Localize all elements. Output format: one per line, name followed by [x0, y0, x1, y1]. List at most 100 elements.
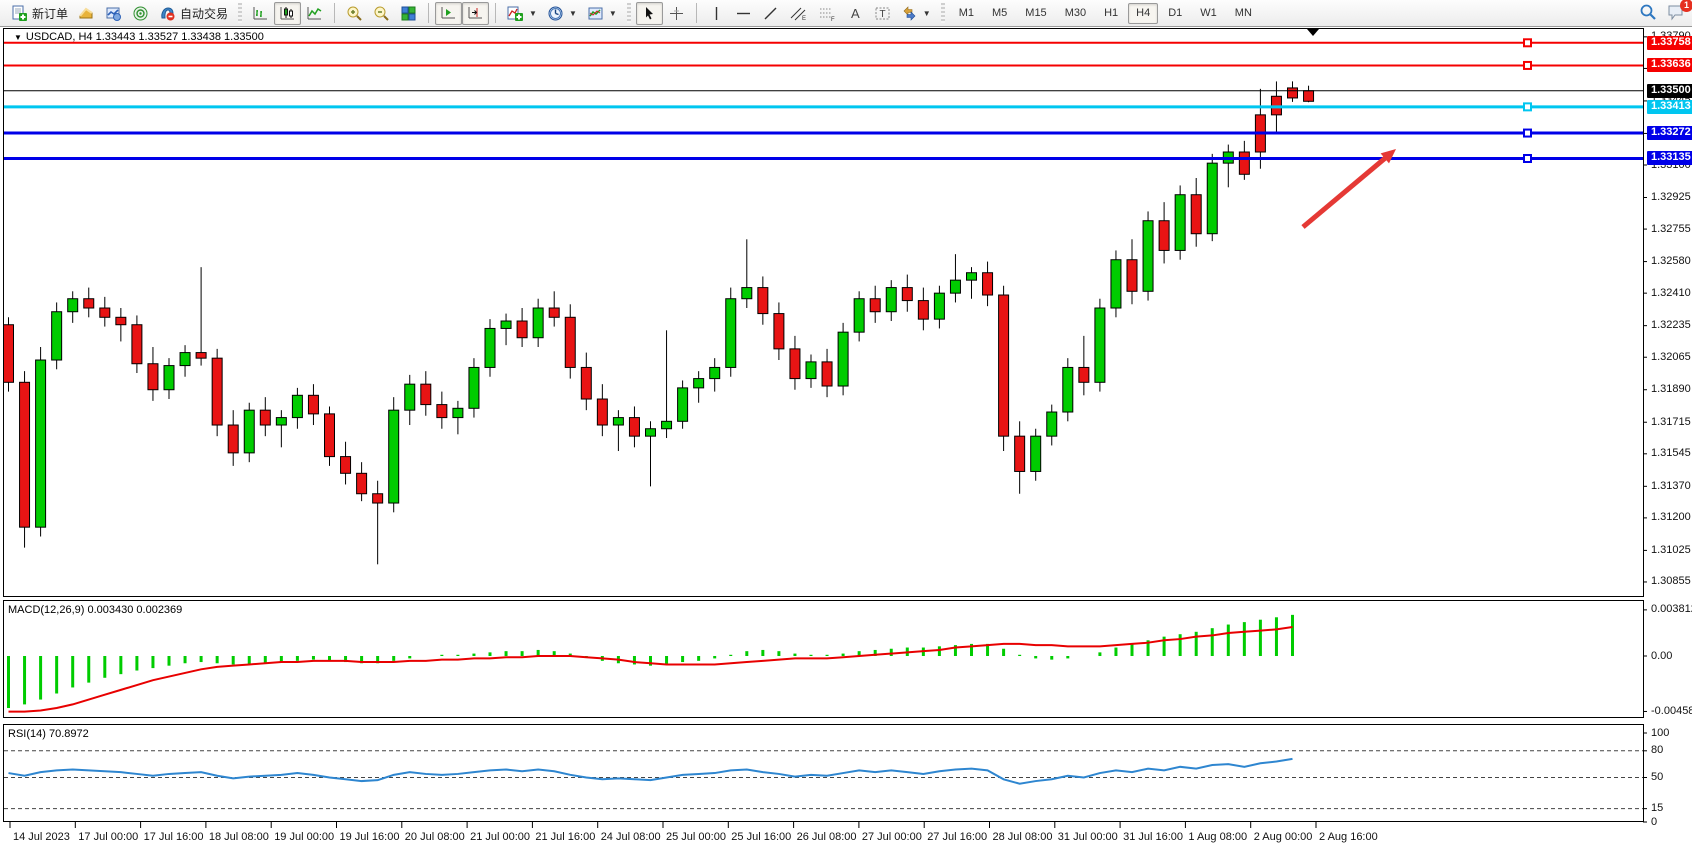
- candle-body: [372, 493, 384, 504]
- tile-windows-button[interactable]: [395, 2, 422, 25]
- horizontal-line-tool-button[interactable]: [730, 2, 757, 25]
- periods-clock-icon: [547, 5, 564, 22]
- date-axis-label: 14 Jul 2023: [13, 831, 70, 843]
- date-axis-label: 19 Jul 16:00: [339, 831, 400, 843]
- search-icon[interactable]: [1639, 3, 1657, 24]
- tf-button-H4[interactable]: H4: [1128, 2, 1159, 24]
- rsi-axis-tick: 50: [1651, 771, 1664, 783]
- arrows-tool-button[interactable]: ▼: [896, 2, 936, 25]
- candle-body: [484, 327, 496, 368]
- candle-body: [1110, 259, 1122, 309]
- vertical-line-tool-button[interactable]: [703, 2, 730, 25]
- candle-body: [1046, 411, 1058, 437]
- candle-body: [645, 428, 656, 437]
- price-axis-tick: 1.31890: [1651, 383, 1691, 396]
- text-label-tool-button[interactable]: T: [869, 2, 896, 25]
- bar-chart-button[interactable]: [247, 2, 274, 25]
- indicators-button[interactable]: ▼: [502, 2, 542, 25]
- candle-body: [67, 298, 79, 313]
- macd-label: MACD(12,26,9) 0.003430 0.002369: [8, 604, 183, 616]
- cursor-tool-button[interactable]: [635, 1, 663, 25]
- signals-button[interactable]: [127, 2, 154, 25]
- line-drag-handle: [1523, 60, 1532, 70]
- trendline-tool-button[interactable]: [757, 2, 784, 25]
- candle-body: [340, 456, 352, 474]
- tf-button-M1[interactable]: M1: [958, 7, 974, 19]
- candle-body: [35, 359, 47, 528]
- candle-body: [179, 352, 191, 367]
- tf-button-M15[interactable]: M15: [1025, 7, 1047, 19]
- crosshair-tool-button[interactable]: [663, 2, 690, 25]
- rsi-pane[interactable]: [3, 724, 1644, 822]
- zoom-out-button[interactable]: [368, 2, 395, 25]
- line-drag-handle: [1523, 102, 1532, 112]
- arrows-caret-icon: ▼: [922, 8, 931, 18]
- crosshair-icon: [668, 5, 685, 22]
- new-chart-icon: [105, 5, 122, 22]
- candle-body: [982, 272, 994, 296]
- candlestick-chart-button[interactable]: [274, 1, 302, 25]
- macd-axis-tick: -0.004584: [1651, 704, 1692, 717]
- indicators-caret-icon: ▼: [529, 8, 537, 18]
- candle-body: [420, 383, 432, 406]
- trendline-icon: [762, 5, 779, 22]
- tf-button-MN[interactable]: MN: [1234, 7, 1252, 19]
- equidistant-channel-tool-button[interactable]: E: [784, 2, 813, 25]
- tf-button-W1[interactable]: W1: [1200, 7, 1217, 19]
- svg-text:E: E: [802, 16, 806, 22]
- notifications-button[interactable]: 1: [1667, 0, 1692, 24]
- text-tool-button[interactable]: A: [842, 2, 869, 25]
- date-axis-label: 21 Jul 16:00: [535, 831, 596, 843]
- macd-axis-tick: 0.00: [1651, 649, 1673, 662]
- auto-trading-label: 自动交易: [180, 6, 229, 21]
- zoom-in-icon: [346, 5, 363, 22]
- candle-body: [869, 298, 881, 313]
- auto-scroll-button[interactable]: [435, 1, 463, 25]
- tf-button-H1[interactable]: H1: [1104, 7, 1119, 19]
- symbol-dropdown-icon[interactable]: ▼: [14, 33, 22, 42]
- tf-button-D1[interactable]: D1: [1168, 7, 1183, 19]
- candle-body: [596, 398, 608, 426]
- templates-button[interactable]: ▼: [582, 2, 622, 25]
- date-axis-label: 17 Jul 16:00: [143, 831, 204, 843]
- candle-body: [259, 409, 271, 426]
- candle-body: [580, 366, 592, 400]
- tf-button-M30[interactable]: M30: [1064, 7, 1087, 19]
- candle-body: [211, 357, 223, 426]
- tf-button-M5[interactable]: M5: [992, 7, 1008, 19]
- chart-shift-button[interactable]: [462, 1, 490, 25]
- rsi-axis-tick: 80: [1651, 744, 1664, 757]
- new-chart-button[interactable]: [100, 2, 127, 25]
- chart-window: ▼ USDCAD, H4 1.33443 1.33527 1.33438 1.33…: [0, 28, 1692, 853]
- rsi-axis-tick: 0: [1651, 815, 1658, 828]
- line-drag-handle: [1523, 38, 1532, 48]
- candle-body: [612, 417, 624, 426]
- candle-body: [500, 320, 512, 329]
- main-price-pane[interactable]: [3, 28, 1644, 597]
- periods-button[interactable]: ▼: [542, 2, 582, 25]
- price-line-badge: 1.33500: [1647, 83, 1692, 98]
- svg-text:T: T: [879, 9, 885, 20]
- date-axis-label: 27 Jul 16:00: [927, 831, 988, 843]
- candle-body: [436, 404, 448, 419]
- svg-text:A: A: [851, 6, 860, 21]
- zoom-in-button[interactable]: [341, 2, 368, 25]
- fibonacci-tool-button[interactable]: F: [813, 2, 842, 25]
- line-chart-icon: [306, 5, 323, 22]
- auto-trading-button[interactable]: 自动交易: [154, 2, 233, 25]
- candle-body: [1014, 435, 1026, 472]
- candle-body: [917, 300, 929, 320]
- market-watch-icon: [78, 5, 95, 22]
- date-axis-label: 17 Jul 00:00: [78, 831, 139, 843]
- candle-body: [307, 394, 319, 415]
- indicators-icon: [507, 5, 524, 22]
- candle-body: [789, 348, 801, 380]
- line-chart-button[interactable]: [301, 2, 328, 25]
- candle-body: [885, 287, 897, 313]
- new-order-button[interactable]: 新订单: [6, 2, 73, 25]
- candle-body: [1190, 194, 1202, 235]
- price-axis-tick: 1.32410: [1651, 286, 1691, 299]
- market-watch-button[interactable]: [73, 2, 100, 25]
- candle-body: [516, 320, 528, 339]
- date-axis-label: 21 Jul 00:00: [470, 831, 531, 843]
